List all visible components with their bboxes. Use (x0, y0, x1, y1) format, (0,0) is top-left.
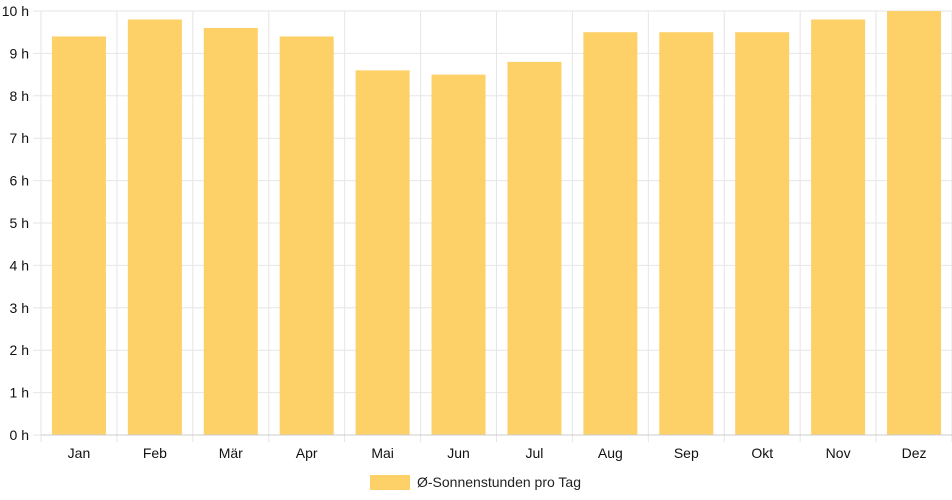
y-tick-label: 0 h (10, 427, 29, 443)
y-tick-label: 5 h (10, 215, 29, 231)
legend-label: Ø-Sonnenstunden pro Tag (417, 474, 581, 490)
y-tick-label: 10 h (2, 3, 29, 19)
x-tick-label: Mär (219, 445, 243, 461)
bar-feb[interactable] (127, 19, 182, 435)
legend-swatch (370, 475, 410, 490)
bar-mär[interactable] (203, 27, 258, 436)
bar-sep[interactable] (659, 32, 714, 435)
x-axis: Jan Feb Mär Apr Mai Jun Jul Aug Sep Okt Nov Dez (41, 434, 952, 461)
x-tick-label: Feb (143, 445, 167, 461)
y-tick-label: 3 h (10, 300, 29, 316)
y-tick-label: 1 h (10, 385, 29, 401)
x-tick-label: Dez (902, 445, 927, 461)
legend[interactable]: Ø-Sonnenstunden pro Tag (370, 474, 581, 490)
bar-okt[interactable] (735, 32, 790, 435)
y-tick-label: 2 h (10, 342, 29, 358)
y-tick-label: 8 h (10, 88, 29, 104)
bar-dez[interactable] (887, 11, 942, 435)
bar-jun[interactable] (431, 74, 486, 435)
y-tick-label: 7 h (10, 130, 29, 146)
x-tick-label: Sep (674, 445, 699, 461)
bar-jul[interactable] (507, 61, 562, 435)
grid (33, 10, 952, 442)
bar-jan[interactable] (51, 36, 106, 435)
y-tick-label: 9 h (10, 45, 29, 61)
bar-aug[interactable] (583, 32, 638, 435)
bars (51, 11, 942, 436)
bar-apr[interactable] (279, 36, 334, 435)
x-tick-label: Jul (526, 445, 544, 461)
x-tick-label: Mai (371, 445, 394, 461)
x-tick-label: Okt (751, 445, 773, 461)
y-axis: 0 h 1 h 2 h 3 h 4 h 5 h 6 h 7 h 8 h 9 h 10 h (2, 3, 29, 443)
y-tick-label: 6 h (10, 173, 29, 189)
x-tick-label: Jun (447, 445, 470, 461)
x-tick-label: Nov (826, 445, 851, 461)
y-tick-label: 4 h (10, 257, 29, 273)
x-tick-label: Apr (296, 445, 318, 461)
bar-nov[interactable] (811, 19, 866, 435)
x-tick-label: Aug (598, 445, 623, 461)
bar-mai[interactable] (355, 70, 410, 436)
x-tick-label: Jan (68, 445, 91, 461)
